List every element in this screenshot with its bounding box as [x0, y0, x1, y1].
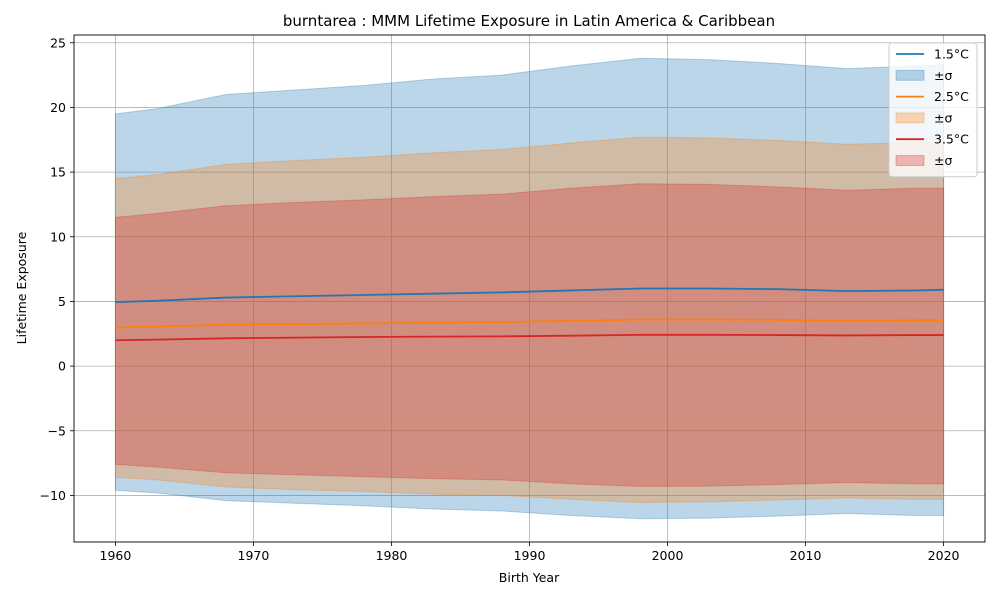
x-tick-label: 2010 — [790, 548, 822, 563]
y-tick-label: 10 — [50, 229, 66, 244]
legend-label: 3.5°C — [934, 132, 969, 147]
x-tick-label: 1960 — [100, 548, 132, 563]
axes: 1960 1970 1980 1990 2000 2010 2020 −10 −5 0 5 10 15 2… — [40, 35, 960, 563]
legend-box — [888, 42, 978, 178]
band-series-2 — [114, 183, 945, 487]
x-tick-label: 2000 — [652, 548, 684, 563]
x-tick-label: 1970 — [238, 548, 270, 563]
chart-title: burntarea : MMM Lifetime Exposure in Lat… — [283, 12, 775, 30]
x-tick-label: 2020 — [928, 548, 960, 563]
y-tick-label: 20 — [50, 100, 66, 115]
y-axis-label: Lifetime Exposure — [14, 231, 29, 344]
legend-label: 2.5°C — [934, 89, 969, 104]
x-tick-label: 1980 — [376, 548, 408, 563]
mean-line-series-1 — [115, 318, 944, 329]
x-axis-label: Birth Year — [499, 570, 560, 585]
legend: 1.5°C ±σ 2.5°C ±σ 3.5°C ±σ — [888, 42, 978, 178]
uncertainty-bands — [114, 57, 945, 520]
y-tick-label: 5 — [58, 294, 66, 309]
legend-band-label: ±σ — [934, 110, 952, 125]
y-tick-label: −10 — [40, 488, 66, 503]
legend-band-label: ±σ — [934, 153, 952, 168]
y-tick-label: 25 — [50, 35, 66, 50]
legend-band-swatch — [895, 155, 925, 166]
grid — [74, 35, 985, 542]
y-tick-label: −5 — [48, 423, 66, 438]
mean-lines — [115, 287, 944, 342]
legend-label: 1.5°C — [934, 47, 969, 62]
legend-band-swatch — [895, 112, 925, 124]
mean-line-series-2 — [115, 333, 944, 342]
mean-line-series-0 — [115, 287, 944, 303]
band-series-0 — [114, 57, 945, 520]
y-tick-label: 0 — [58, 359, 66, 374]
legend-band-label: ±σ — [934, 68, 952, 83]
legend-band-swatch — [895, 69, 925, 81]
y-tick-label: 15 — [50, 165, 66, 180]
band-series-1 — [114, 136, 945, 504]
x-tick-label: 1990 — [514, 548, 546, 563]
